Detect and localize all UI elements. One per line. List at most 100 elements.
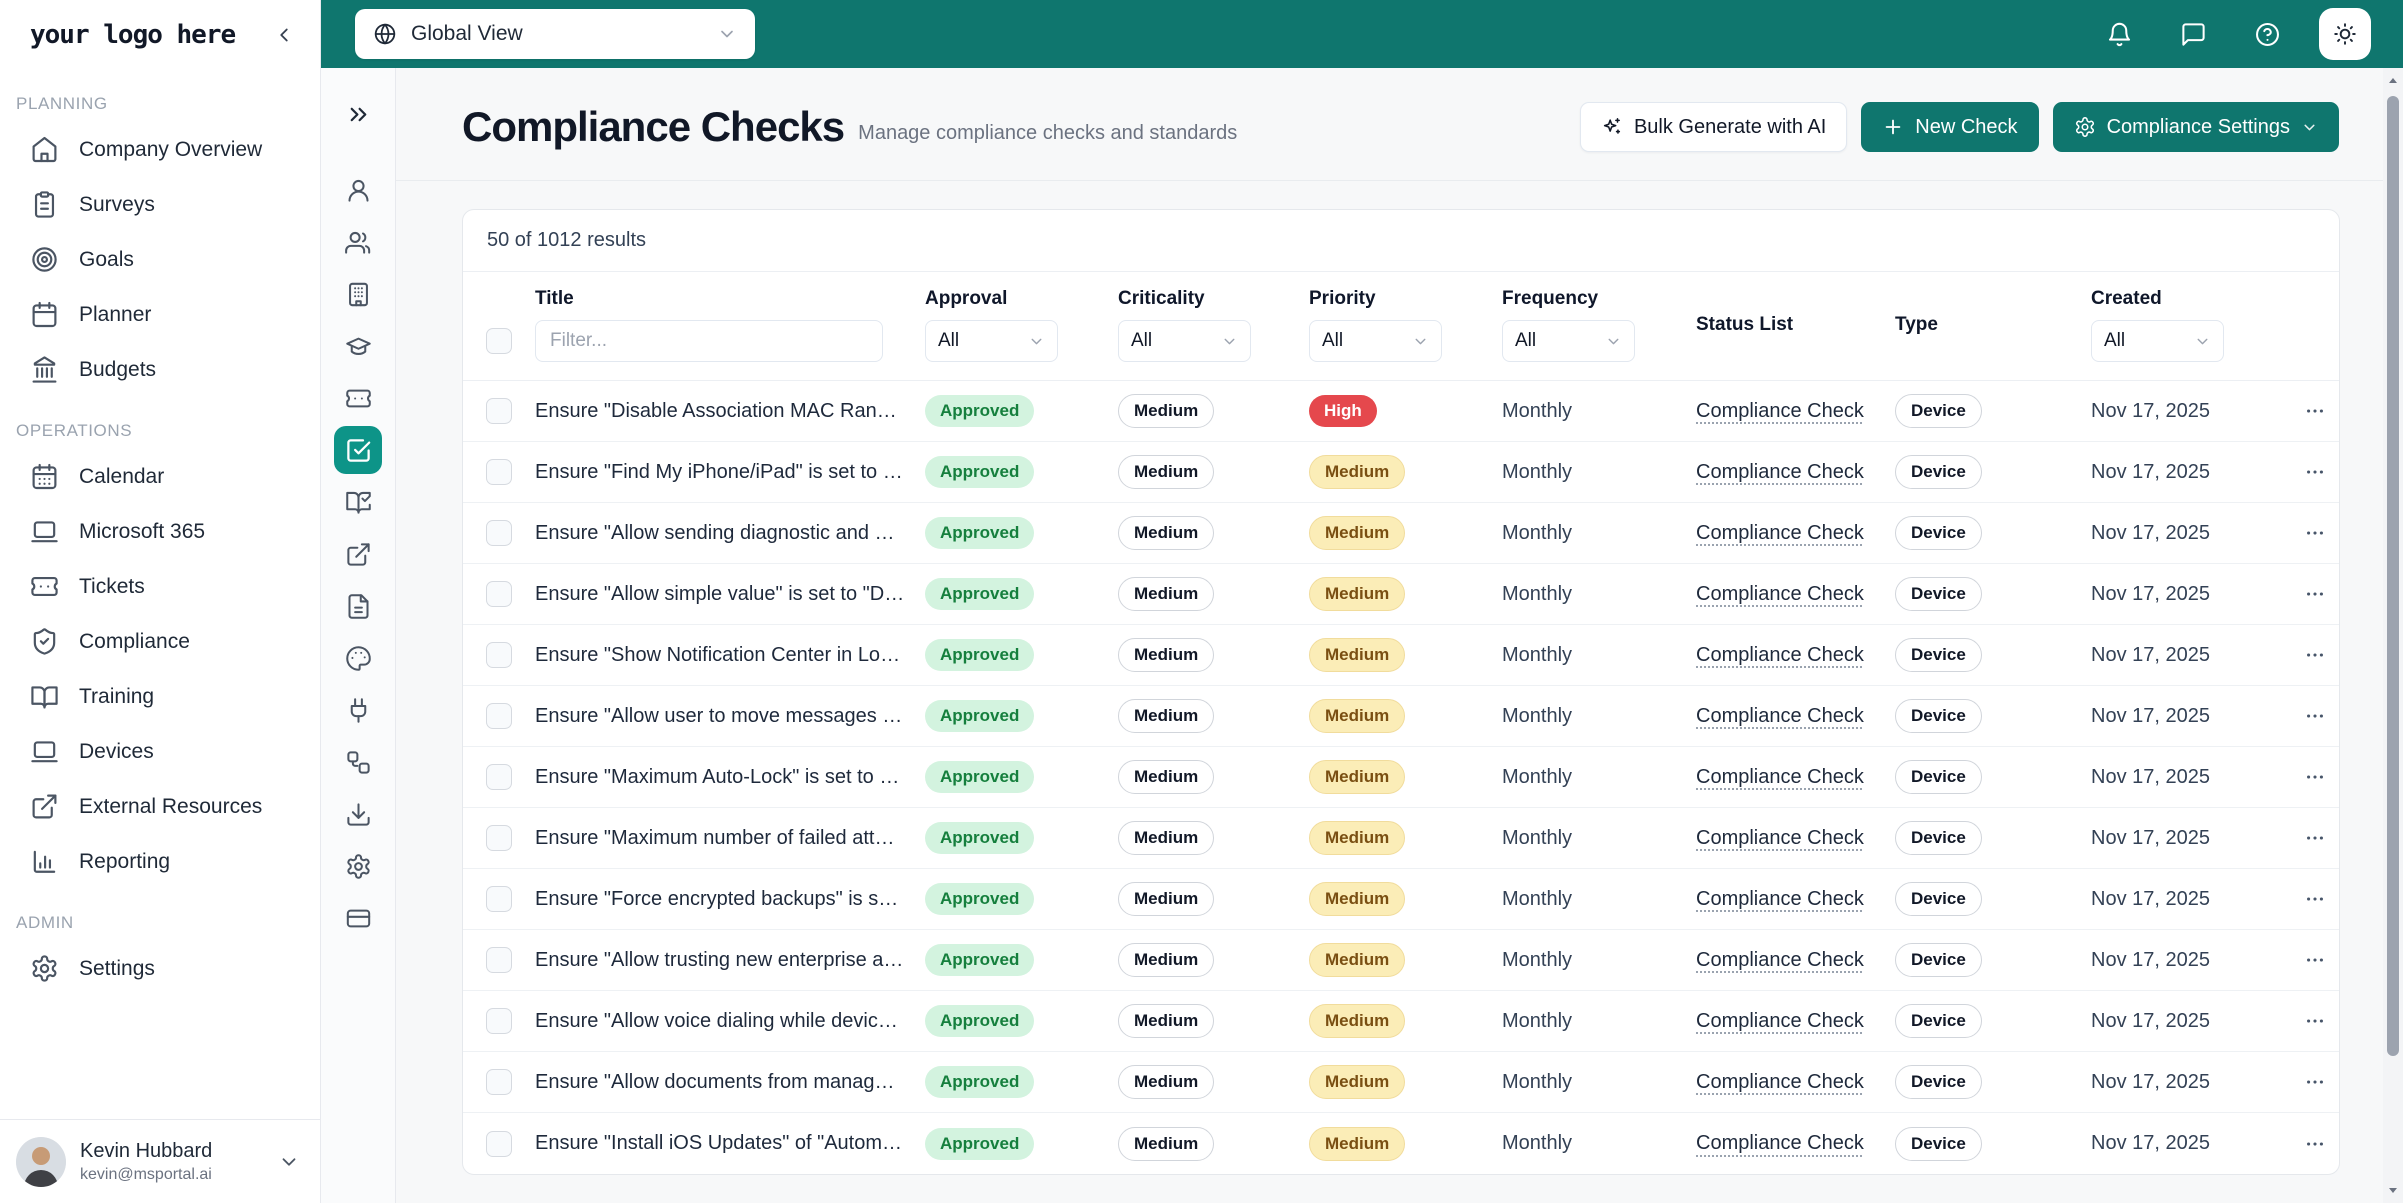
sidebar-item-surveys[interactable]: Surveys: [0, 177, 320, 232]
sidebar-item-tickets[interactable]: Tickets: [0, 559, 320, 614]
row-actions-button[interactable]: [2297, 820, 2333, 856]
rail-item-organization[interactable]: [334, 270, 382, 318]
title-filter-input[interactable]: [535, 320, 883, 362]
check-title[interactable]: Ensure "Allow voice dialing while device…: [535, 1009, 915, 1032]
criticality-filter-select[interactable]: All: [1118, 320, 1251, 362]
sidebar-item-compliance[interactable]: Compliance: [0, 614, 320, 669]
row-checkbox[interactable]: [486, 1008, 512, 1034]
status-list-link[interactable]: Compliance Check: [1696, 521, 1864, 544]
rail-item-billing[interactable]: [334, 894, 382, 942]
rail-item-integrations[interactable]: [334, 686, 382, 734]
status-list-link[interactable]: Compliance Check: [1696, 948, 1864, 971]
rail-item-imports[interactable]: [334, 790, 382, 838]
vertical-scrollbar[interactable]: [2383, 68, 2403, 1203]
table-row[interactable]: Ensure "Force encrypted backups" is set……: [463, 869, 2339, 930]
status-list-link[interactable]: Compliance Check: [1696, 460, 1864, 483]
status-list-link[interactable]: Compliance Check: [1696, 399, 1864, 422]
status-list-link[interactable]: Compliance Check: [1696, 643, 1864, 666]
status-list-link[interactable]: Compliance Check: [1696, 704, 1864, 727]
sidebar-item-settings[interactable]: Settings: [0, 941, 320, 996]
sidebar-item-goals[interactable]: Goals: [0, 232, 320, 287]
status-list-link[interactable]: Compliance Check: [1696, 1132, 1864, 1154]
table-row[interactable]: Ensure "Allow simple value" is set to "D…: [463, 564, 2339, 625]
rail-item-tickets[interactable]: [334, 374, 382, 422]
bulk-generate-ai-button[interactable]: Bulk Generate with AI: [1579, 102, 1848, 152]
frequency-filter-select[interactable]: All: [1502, 320, 1635, 362]
created-filter-select[interactable]: All: [2091, 320, 2224, 362]
check-title[interactable]: Ensure "Allow sending diagnostic and us…: [535, 521, 916, 544]
approval-filter-select[interactable]: All: [925, 320, 1058, 362]
row-checkbox[interactable]: [486, 703, 512, 729]
check-title[interactable]: Ensure "Allow trusting new enterprise ap…: [535, 948, 915, 971]
check-title[interactable]: Ensure "Maximum number of failed atte…: [535, 826, 906, 849]
rail-item-documents[interactable]: [334, 582, 382, 630]
check-title[interactable]: Ensure "Allow simple value" is set to "D…: [535, 582, 909, 605]
row-actions-button[interactable]: [2297, 393, 2333, 429]
theme-toggle-button[interactable]: [2319, 8, 2371, 60]
select-all-checkbox[interactable]: [486, 328, 512, 354]
check-title[interactable]: Ensure "Force encrypted backups" is set…: [535, 887, 915, 910]
compliance-settings-button[interactable]: Compliance Settings: [2052, 102, 2339, 152]
sidebar-item-planner[interactable]: Planner: [0, 287, 320, 342]
row-actions-button[interactable]: [2297, 698, 2333, 734]
table-row[interactable]: Ensure "Find My iPhone/iPad" is set to "…: [463, 442, 2339, 503]
user-menu[interactable]: Kevin Hubbard kevin@msportal.ai: [0, 1119, 320, 1203]
rail-item-education[interactable]: [334, 322, 382, 370]
rail-item-external[interactable]: [334, 530, 382, 578]
sidebar-item-microsoft-365[interactable]: Microsoft 365: [0, 504, 320, 559]
sidebar-item-external-resources[interactable]: External Resources: [0, 779, 320, 834]
status-list-link[interactable]: Compliance Check: [1696, 1070, 1864, 1093]
check-title[interactable]: Ensure "Show Notification Center in Loc…: [535, 643, 911, 666]
sidebar-item-devices[interactable]: Devices: [0, 724, 320, 779]
row-checkbox[interactable]: [486, 642, 512, 668]
row-actions-button[interactable]: [2297, 942, 2333, 978]
row-checkbox[interactable]: [486, 459, 512, 485]
check-title[interactable]: Ensure "Install iOS Updates" of "Automa…: [535, 1132, 914, 1154]
new-check-button[interactable]: New Check: [1861, 102, 2039, 152]
sidebar-item-calendar[interactable]: Calendar: [0, 449, 320, 504]
help-button[interactable]: [2245, 12, 2289, 56]
check-title[interactable]: Ensure "Find My iPhone/iPad" is set to "…: [535, 460, 910, 483]
scrollbar-thumb[interactable]: [2387, 96, 2399, 1056]
sidebar-item-budgets[interactable]: Budgets: [0, 342, 320, 397]
scroll-down-arrow[interactable]: [2383, 1179, 2403, 1201]
rail-item-branding[interactable]: [334, 634, 382, 682]
table-row[interactable]: Ensure "Maximum number of failed atte… A…: [463, 808, 2339, 869]
check-title[interactable]: Ensure "Maximum Auto-Lock" is set to "2…: [535, 765, 918, 788]
scroll-up-arrow[interactable]: [2383, 70, 2403, 92]
row-checkbox[interactable]: [486, 581, 512, 607]
row-checkbox[interactable]: [486, 947, 512, 973]
sidebar-item-company-overview[interactable]: Company Overview: [0, 122, 320, 177]
row-actions-button[interactable]: [2297, 1064, 2333, 1100]
row-checkbox[interactable]: [486, 1130, 512, 1157]
rail-item-profile[interactable]: [334, 166, 382, 214]
row-actions-button[interactable]: [2297, 1126, 2333, 1162]
table-row[interactable]: Ensure "Allow documents from managed… Ap…: [463, 1052, 2339, 1113]
sidebar-item-training[interactable]: Training: [0, 669, 320, 724]
row-checkbox[interactable]: [486, 825, 512, 851]
table-row[interactable]: Ensure "Allow sending diagnostic and us……: [463, 503, 2339, 564]
sidebar-item-reporting[interactable]: Reporting: [0, 834, 320, 889]
table-row[interactable]: Ensure "Allow trusting new enterprise ap…: [463, 930, 2339, 991]
check-title[interactable]: Ensure "Disable Association MAC Rand…: [535, 399, 908, 422]
rail-item-workflows[interactable]: [334, 738, 382, 786]
table-row[interactable]: Ensure "Allow voice dialing while device…: [463, 991, 2339, 1052]
row-checkbox[interactable]: [486, 398, 512, 424]
row-checkbox[interactable]: [486, 1069, 512, 1095]
messages-button[interactable]: [2171, 12, 2215, 56]
status-list-link[interactable]: Compliance Check: [1696, 826, 1864, 849]
rail-item-settings[interactable]: [334, 842, 382, 890]
row-checkbox[interactable]: [486, 764, 512, 790]
rail-expand-button[interactable]: [334, 90, 382, 138]
table-row[interactable]: Ensure "Maximum Auto-Lock" is set to "2……: [463, 747, 2339, 808]
row-actions-button[interactable]: [2297, 515, 2333, 551]
priority-filter-select[interactable]: All: [1309, 320, 1442, 362]
row-actions-button[interactable]: [2297, 759, 2333, 795]
rail-item-training[interactable]: [334, 478, 382, 526]
row-actions-button[interactable]: [2297, 637, 2333, 673]
sidebar-collapse-button[interactable]: [270, 21, 298, 49]
status-list-link[interactable]: Compliance Check: [1696, 582, 1864, 605]
check-title[interactable]: Ensure "Allow documents from managed…: [535, 1070, 917, 1093]
row-checkbox[interactable]: [486, 520, 512, 546]
row-checkbox[interactable]: [486, 886, 512, 912]
